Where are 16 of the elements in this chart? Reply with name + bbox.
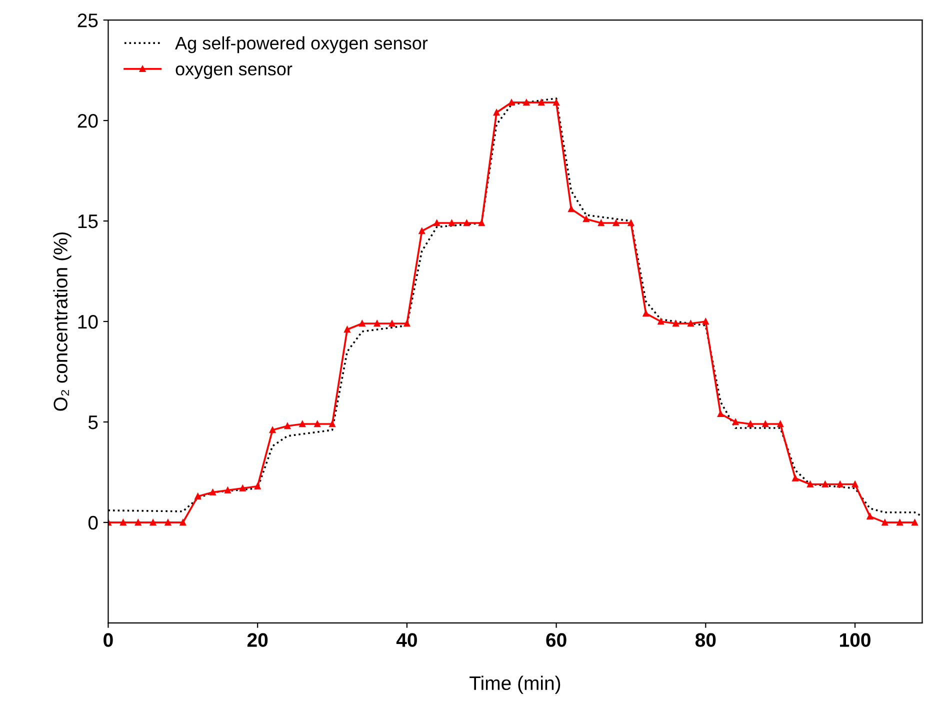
y-tick-label: 0 xyxy=(88,516,98,530)
x-tick-label: 60 xyxy=(546,633,566,647)
y-tick-label: 5 xyxy=(88,416,98,430)
legend-label: Ag self-powered oxygen sensor xyxy=(175,36,428,54)
x-tick-label: 40 xyxy=(396,633,417,647)
y-tick-label: 10 xyxy=(78,314,98,329)
y-tick-label: 25 xyxy=(78,14,98,28)
y-axis-title: O₂ concentration (%) xyxy=(53,232,72,411)
x-axis-title: Time (min) xyxy=(470,676,560,694)
y-tick-label: 20 xyxy=(78,114,98,128)
y-tick-label: 15 xyxy=(78,214,98,228)
x-tick-label: 80 xyxy=(695,633,716,647)
x-tick-label: 0 xyxy=(104,633,113,647)
legend-label: oxygen sensor xyxy=(176,66,292,79)
x-tick-label: 100 xyxy=(840,633,870,647)
x-tick-label: 20 xyxy=(247,633,268,647)
